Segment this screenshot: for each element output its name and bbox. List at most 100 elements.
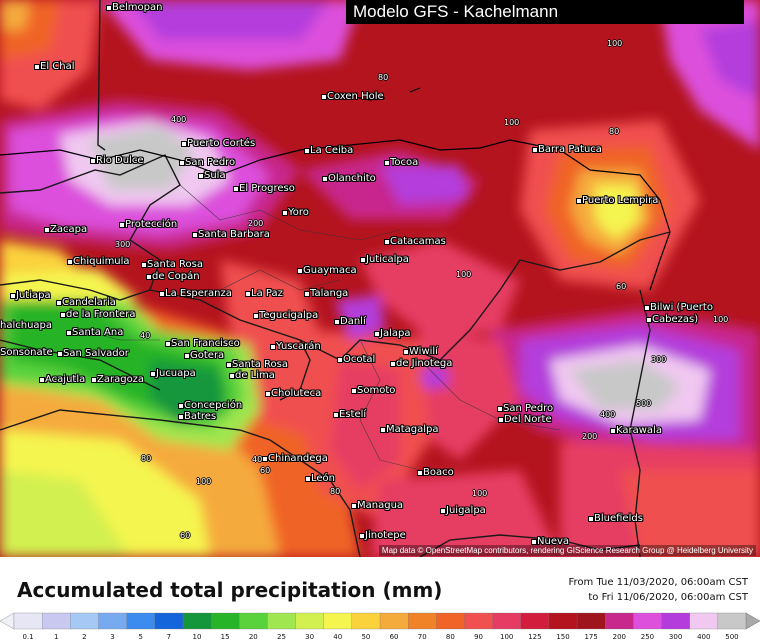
legend-swatch	[576, 612, 606, 630]
city-marker	[403, 349, 409, 355]
city-marker	[192, 232, 198, 238]
city-label: Santa Ana	[72, 327, 124, 338]
legend-tick-label: 125	[528, 633, 542, 641]
city-label: Coxen Hole	[327, 91, 384, 102]
city-label: Talanga	[310, 288, 349, 299]
city-marker	[226, 362, 232, 368]
city-marker	[57, 351, 63, 357]
city-marker	[179, 160, 185, 166]
city-label: Bluefields	[594, 513, 643, 524]
city-marker	[270, 344, 276, 350]
city-label: Chinandega	[268, 453, 328, 464]
legend-tick-label: 10	[192, 633, 202, 641]
city-marker	[229, 373, 235, 379]
legend-swatch	[154, 612, 184, 630]
legend-swatch	[267, 612, 297, 630]
city-marker	[440, 508, 446, 514]
city-label: Juigalpa	[446, 505, 486, 516]
period-from: From Tue 11/03/2020, 06:00am CST	[568, 577, 748, 588]
city-label: Del Norte	[504, 414, 552, 425]
contour-label: 100	[196, 477, 212, 486]
city-marker	[106, 5, 112, 11]
legend-tick-label: 20	[248, 633, 258, 641]
legend-swatch	[98, 612, 128, 630]
city-label: Jucuapa	[156, 368, 196, 379]
city-label: de Lima	[235, 370, 275, 381]
legend-arrow-right	[745, 612, 760, 630]
legend-tick-label: 2	[82, 633, 87, 641]
city-label: de la Frontera	[66, 309, 136, 320]
city-marker	[337, 357, 343, 363]
precipitation-map: Belmopan El Chal Coxen Hole Puerto Cortés La…	[0, 0, 760, 557]
city-label: Estelí	[339, 409, 367, 420]
legend-tick-label: 60	[389, 633, 399, 641]
city-label: Concepción	[184, 400, 243, 411]
legend-tick-label: 175	[584, 633, 598, 641]
legend-swatch	[126, 612, 156, 630]
city-marker	[351, 388, 357, 394]
city-marker	[304, 291, 310, 297]
city-marker	[262, 456, 268, 462]
city-label: Choluteca	[271, 388, 322, 399]
legend-swatch	[408, 612, 437, 630]
legend-swatch	[689, 612, 719, 630]
city-marker	[380, 427, 386, 433]
city-label: Juticalpa	[366, 254, 409, 265]
city-label: Zacapa	[50, 224, 88, 235]
city-label: Zaragoza	[97, 374, 145, 385]
model-title: Modelo GFS - Kachelmann	[346, 0, 744, 24]
legend-swatch	[464, 612, 494, 630]
legend-tick-label: 7	[166, 633, 172, 641]
city-label: El Chal	[40, 61, 75, 72]
legend-tick-label: 70	[417, 633, 427, 641]
city-marker	[150, 371, 156, 377]
city-marker	[374, 331, 380, 337]
city-label: Rio Dulce	[96, 155, 144, 166]
city-marker	[322, 176, 328, 182]
city-label: halchuapa	[0, 320, 53, 331]
city-label: Yuscarán	[276, 341, 321, 352]
city-label: Boaco	[423, 467, 454, 478]
city-label: San Francisco	[171, 338, 240, 349]
city-marker	[646, 317, 652, 323]
city-label: Wiwilí	[409, 346, 438, 357]
legend-swatch	[70, 612, 100, 630]
contour-label: 300	[651, 355, 667, 364]
contour-label: 400	[171, 115, 187, 124]
city-label: Jutiapa	[16, 290, 51, 301]
contour-label: 200	[582, 432, 598, 441]
contour-label: 40	[252, 455, 263, 464]
city-label: Sonsonate	[0, 347, 53, 358]
city-label: Cabezas)	[652, 314, 699, 325]
city-label: Nueva	[537, 536, 570, 547]
city-marker	[119, 222, 125, 228]
city-marker	[178, 414, 184, 420]
city-marker	[305, 476, 311, 482]
contour-label: 100	[607, 39, 623, 48]
city-label: Gotera	[190, 350, 225, 361]
legend-tick-label: 30	[305, 633, 315, 641]
legend-period: From Tue 11/03/2020, 06:00am CST to Fri …	[568, 575, 748, 605]
city-marker	[159, 291, 165, 297]
legend-tick-label: 5	[138, 633, 143, 641]
city-marker	[588, 516, 594, 522]
city-marker	[297, 268, 303, 274]
legend-title: Accumulated total precipitation (mm)	[17, 578, 443, 602]
city-marker	[359, 533, 365, 539]
city-label: Danlí	[340, 316, 366, 327]
contour-label: 60	[616, 282, 627, 291]
city-marker	[198, 173, 204, 179]
contour-label: 80	[378, 73, 389, 82]
legend-tick-label: 200	[612, 633, 626, 641]
city-marker	[390, 361, 396, 367]
city-marker	[90, 158, 96, 164]
city-label: Somoto	[357, 385, 396, 396]
period-to: to Fri 11/06/2020, 06:00am CST	[588, 592, 748, 603]
city-label: Managua	[357, 500, 404, 511]
legend-swatch	[210, 612, 240, 630]
city-marker	[644, 305, 650, 311]
city-marker	[10, 293, 16, 299]
legend-tick-label: 400	[697, 633, 711, 641]
city-marker	[360, 257, 366, 263]
contour-label: 60	[260, 466, 271, 475]
